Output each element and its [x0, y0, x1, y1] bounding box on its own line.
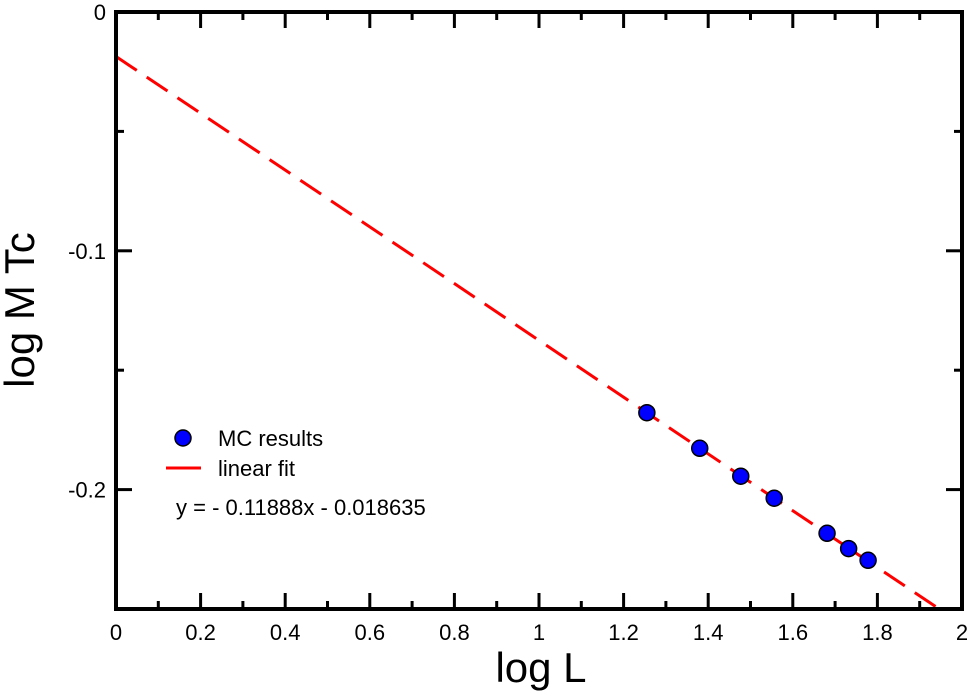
plot-frame: [114, 10, 964, 611]
x-tick-label: 0: [110, 620, 122, 645]
x-tick-label: 1.4: [693, 620, 724, 645]
fit-equation: y = - 0.11888x - 0.018635: [176, 495, 426, 520]
y-tick-label: 0: [94, 0, 106, 25]
legend-label-fit: linear fit: [218, 456, 295, 481]
y-tick-label: -0.2: [68, 478, 106, 503]
x-tick-label: 1: [533, 620, 545, 645]
x-tick-label: 0.2: [185, 620, 216, 645]
legend-marker-mc: [174, 429, 192, 447]
x-tick-labels: 0 0.2 0.4 0.6 0.8 1 1.2 1.4 1.6 1.8 2: [110, 620, 968, 645]
y-axis-title: log M Tc: [0, 232, 43, 388]
x-tick-label: 0.6: [355, 620, 386, 645]
x-tick-label: 2: [956, 620, 968, 645]
legend: MC results linear fit y = - 0.11888x - 0…: [166, 426, 426, 520]
legend-label-mc: MC results: [218, 426, 323, 451]
fit-line: [115, 55, 941, 611]
fit-layer: [115, 55, 941, 611]
x-tick-label: 0.8: [439, 620, 470, 645]
data-point: [818, 524, 836, 543]
data-point: [690, 439, 709, 458]
y-tick-label: -0.1: [68, 239, 106, 264]
data-point: [732, 467, 750, 485]
x-tick-label: 0.4: [270, 620, 301, 645]
x-tick-label: 1.8: [862, 620, 893, 645]
data-point: [839, 539, 858, 558]
x-axis-title: log L: [495, 644, 586, 691]
data-point: [859, 551, 877, 570]
data-point: [765, 489, 783, 507]
data-point: [638, 403, 656, 422]
points-layer: [638, 403, 877, 570]
x-tick-label: 1.6: [778, 620, 809, 645]
y-tick-labels: 0 -0.1 -0.2: [68, 0, 106, 503]
x-tick-label: 1.2: [608, 620, 639, 645]
